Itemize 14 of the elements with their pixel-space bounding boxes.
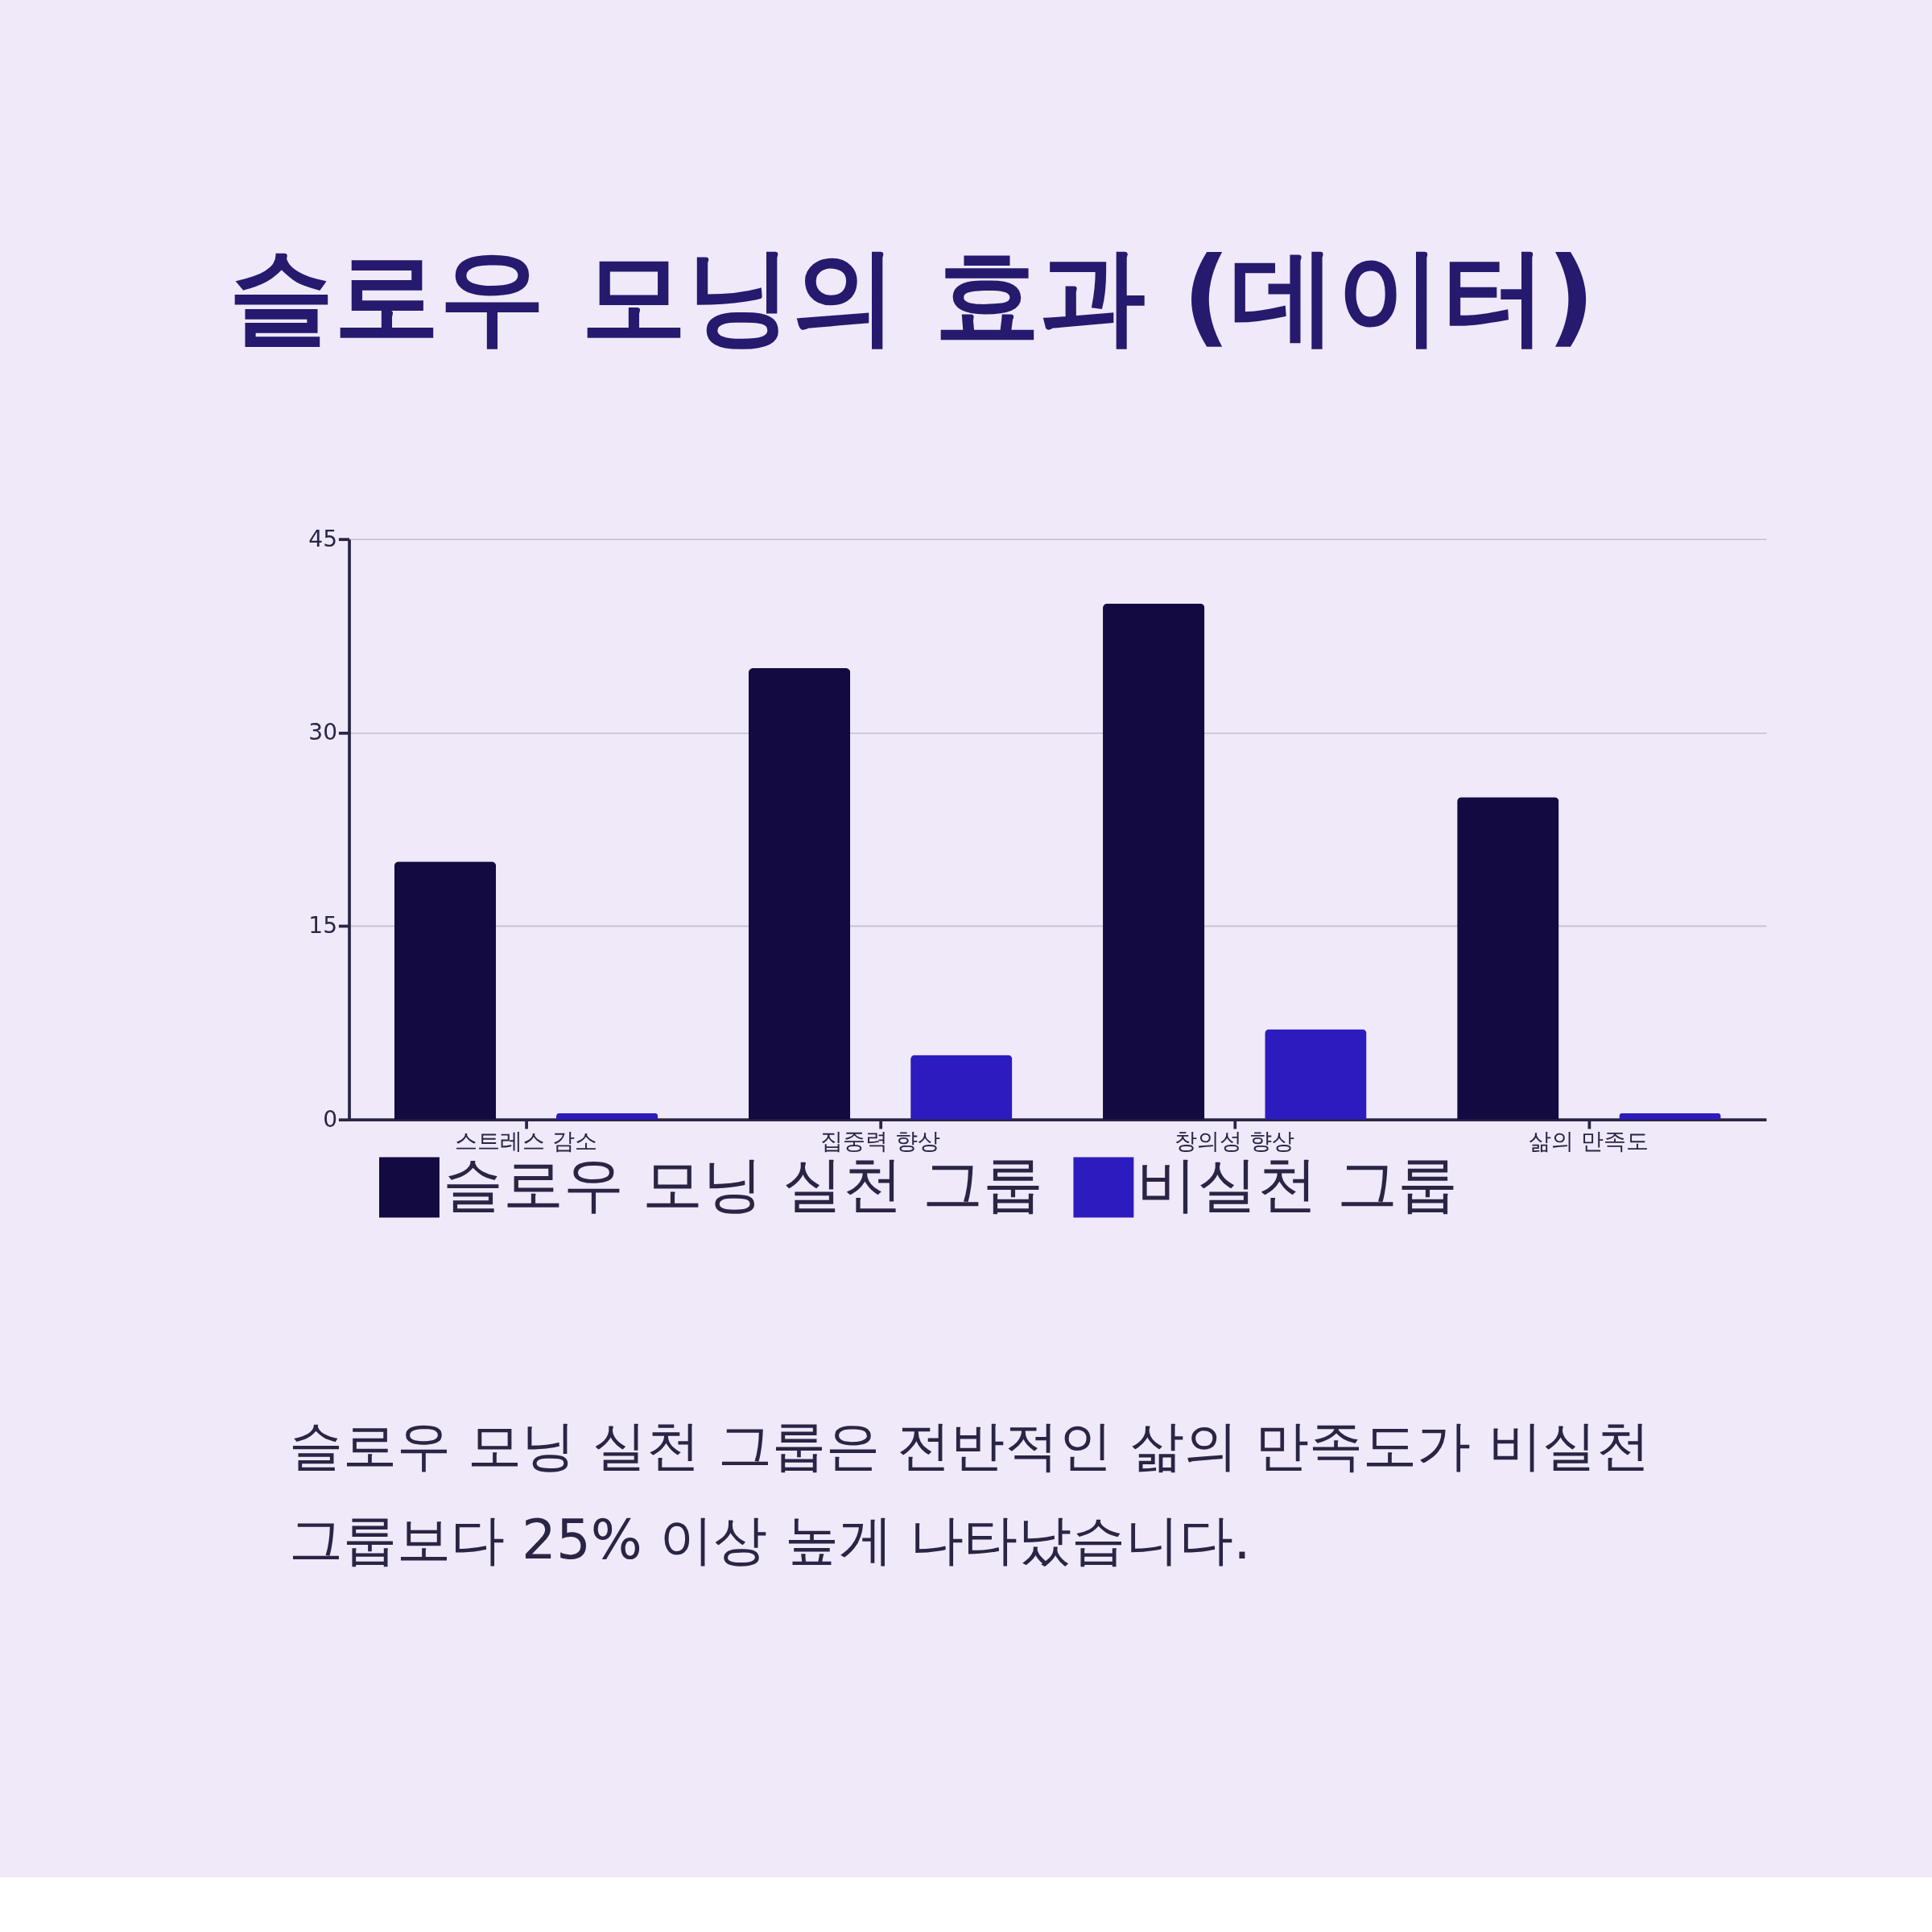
bar <box>1457 797 1559 1120</box>
bar <box>394 861 497 1120</box>
bar <box>1103 603 1205 1120</box>
bar <box>748 667 851 1120</box>
y-tick-label: 30 <box>308 718 338 745</box>
y-tick-label: 45 <box>308 525 338 552</box>
y-tick-label: 0 <box>323 1105 338 1133</box>
text: 슬로우 모닝 실천 그룹은 전반적인 삶의 만족도가 비실천 그룹보다 25% 이상 높게 나타났습니다. <box>288 1413 1650 1571</box>
x-tick-label: 집중력 향상 <box>820 1127 941 1154</box>
y-tick-label: 15 <box>308 912 338 939</box>
bar <box>910 1055 1013 1120</box>
bar <box>1265 1029 1367 1120</box>
x-tick-label: 삶의 만족도 <box>1529 1127 1649 1154</box>
chart-title: 슬로우 모닝의 효과 (데이터) <box>228 234 1596 358</box>
